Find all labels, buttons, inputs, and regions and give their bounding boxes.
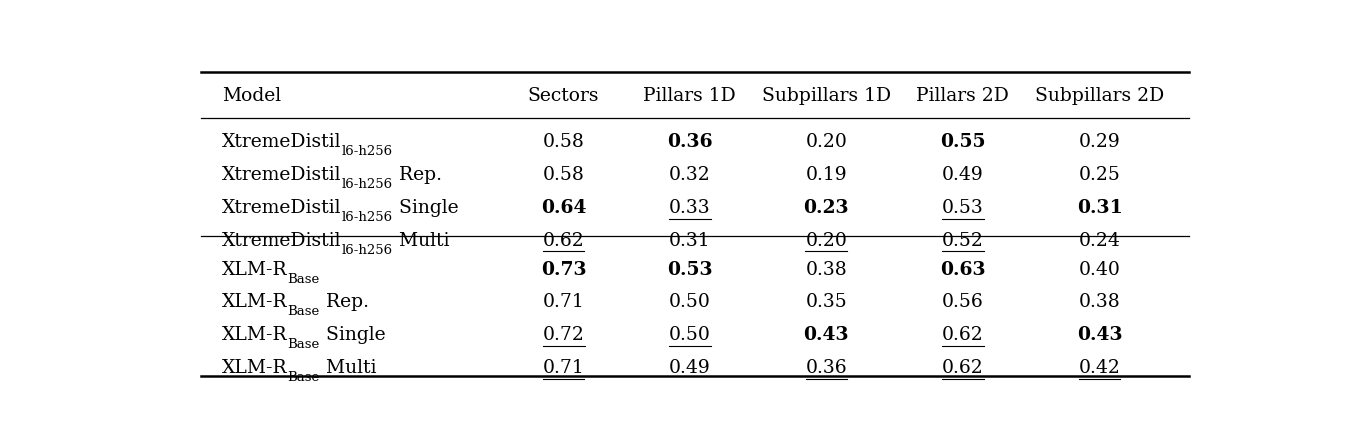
Text: 0.72: 0.72 — [542, 325, 584, 343]
Text: XLM-R: XLM-R — [222, 260, 287, 278]
Text: Single: Single — [393, 198, 458, 216]
Text: 0.40: 0.40 — [1078, 260, 1120, 278]
Text: Base: Base — [287, 305, 320, 318]
Text: 0.43: 0.43 — [1077, 325, 1123, 343]
Text: 0.71: 0.71 — [542, 293, 584, 311]
Text: l6-h256: l6-h256 — [342, 145, 393, 158]
Text: l6-h256: l6-h256 — [342, 243, 393, 256]
Text: 0.49: 0.49 — [669, 358, 711, 376]
Text: 0.43: 0.43 — [804, 325, 849, 343]
Text: 0.35: 0.35 — [805, 293, 848, 311]
Text: l6-h256: l6-h256 — [342, 177, 393, 191]
Text: 0.53: 0.53 — [942, 198, 984, 216]
Text: 0.38: 0.38 — [805, 260, 848, 278]
Text: Pillars 1D: Pillars 1D — [643, 87, 736, 105]
Text: Multi: Multi — [320, 358, 377, 376]
Text: 0.20: 0.20 — [805, 231, 848, 249]
Text: Base: Base — [287, 370, 320, 383]
Text: XLM-R: XLM-R — [222, 293, 287, 311]
Text: Sectors: Sectors — [527, 87, 599, 105]
Text: XtremeDistil: XtremeDistil — [222, 198, 342, 216]
Text: XtremeDistil: XtremeDistil — [222, 166, 342, 184]
Text: 0.31: 0.31 — [1077, 198, 1123, 216]
Text: 0.49: 0.49 — [942, 166, 984, 184]
Text: 0.19: 0.19 — [805, 166, 848, 184]
Text: Single: Single — [320, 325, 385, 343]
Text: Rep.: Rep. — [393, 166, 442, 184]
Text: Base: Base — [287, 272, 320, 285]
Text: Pillars 2D: Pillars 2D — [917, 87, 1009, 105]
Text: 0.71: 0.71 — [542, 358, 584, 376]
Text: 0.52: 0.52 — [942, 231, 984, 249]
Text: 0.58: 0.58 — [542, 166, 584, 184]
Text: Base: Base — [287, 337, 320, 350]
Text: 0.73: 0.73 — [541, 260, 586, 278]
Text: 0.56: 0.56 — [942, 293, 984, 311]
Text: Rep.: Rep. — [320, 293, 369, 311]
Text: 0.63: 0.63 — [940, 260, 986, 278]
Text: 0.50: 0.50 — [669, 325, 711, 343]
Text: 0.29: 0.29 — [1078, 133, 1120, 151]
Text: 0.36: 0.36 — [805, 358, 848, 376]
Text: Subpillars 1D: Subpillars 1D — [762, 87, 891, 105]
Text: 0.32: 0.32 — [669, 166, 711, 184]
Text: 0.62: 0.62 — [542, 231, 584, 249]
Text: 0.38: 0.38 — [1078, 293, 1120, 311]
Text: l6-h256: l6-h256 — [342, 210, 393, 223]
Text: 0.25: 0.25 — [1078, 166, 1120, 184]
Text: 0.33: 0.33 — [669, 198, 711, 216]
Text: 0.62: 0.62 — [942, 325, 984, 343]
Text: 0.42: 0.42 — [1078, 358, 1120, 376]
Text: 0.20: 0.20 — [805, 133, 848, 151]
Text: 0.55: 0.55 — [940, 133, 986, 151]
Text: Model: Model — [222, 87, 281, 105]
Text: XtremeDistil: XtremeDistil — [222, 133, 342, 151]
Text: Multi: Multi — [393, 231, 449, 249]
Text: XLM-R: XLM-R — [222, 358, 287, 376]
Text: 0.36: 0.36 — [667, 133, 712, 151]
Text: 0.31: 0.31 — [669, 231, 711, 249]
Text: 0.23: 0.23 — [804, 198, 849, 216]
Text: XtremeDistil: XtremeDistil — [222, 231, 342, 249]
Text: 0.62: 0.62 — [942, 358, 984, 376]
Text: Subpillars 2D: Subpillars 2D — [1035, 87, 1165, 105]
Text: 0.53: 0.53 — [667, 260, 712, 278]
Text: 0.50: 0.50 — [669, 293, 711, 311]
Text: XLM-R: XLM-R — [222, 325, 287, 343]
Text: 0.64: 0.64 — [541, 198, 586, 216]
Text: 0.58: 0.58 — [542, 133, 584, 151]
Text: 0.24: 0.24 — [1078, 231, 1120, 249]
